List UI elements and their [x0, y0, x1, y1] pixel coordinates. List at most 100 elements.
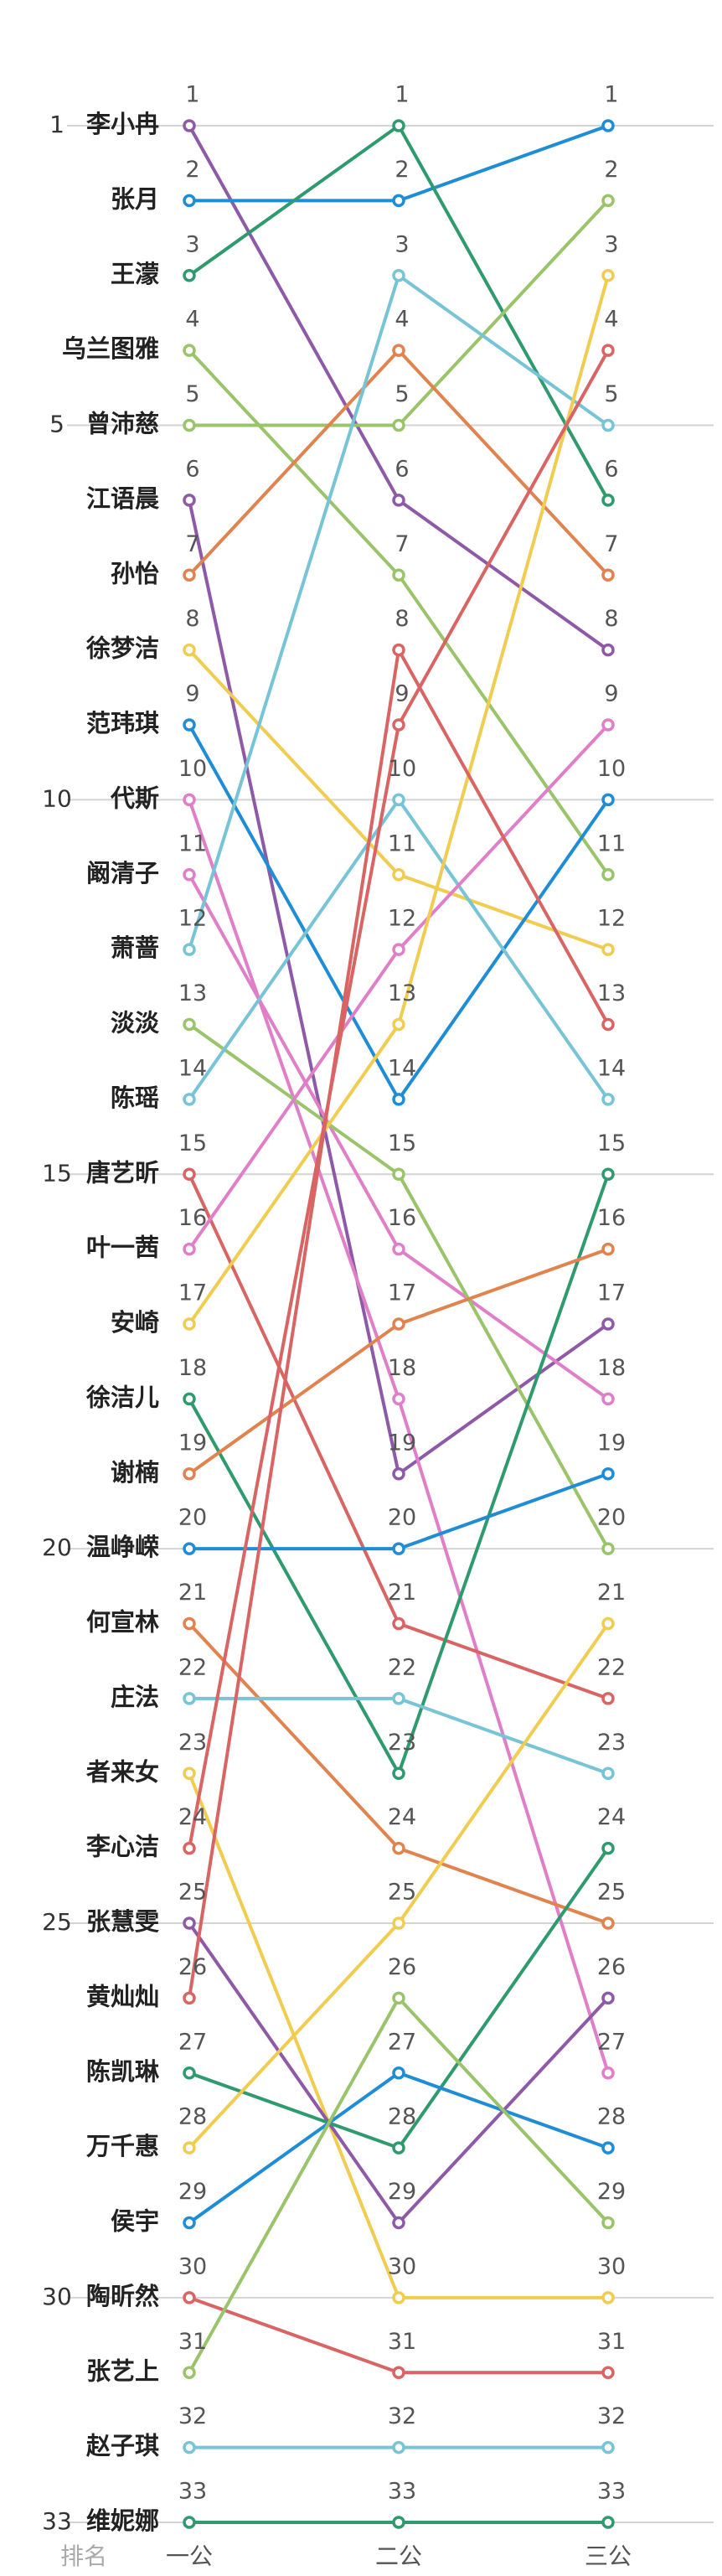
point: [183, 643, 196, 657]
point: [601, 568, 615, 582]
series-name: 者来女: [86, 1757, 159, 1786]
point: [183, 1317, 196, 1331]
rank-label: 5: [604, 381, 618, 407]
series-name: 安崎: [111, 1308, 159, 1337]
point: [392, 718, 405, 732]
rank-label: 14: [178, 1055, 207, 1081]
point: [392, 2366, 405, 2379]
y-tick-label: 33: [42, 2507, 72, 2535]
rank-label: 26: [597, 1954, 626, 1980]
rank-label: 6: [604, 456, 618, 482]
point: [183, 194, 196, 208]
point: [601, 1467, 615, 1481]
point: [392, 1167, 405, 1181]
rank-label: 4: [604, 307, 618, 333]
series-name: 叶一茜: [86, 1234, 159, 1262]
point: [183, 2216, 196, 2230]
rank-label: 29: [388, 2179, 416, 2205]
rank-label: 31: [178, 2329, 207, 2355]
point: [392, 643, 405, 657]
point: [601, 1017, 615, 1032]
rank-label: 30: [388, 2253, 416, 2279]
point: [183, 1766, 196, 1780]
rank-label: 32: [178, 2403, 207, 2429]
y-tick-label: 20: [42, 1534, 72, 1561]
rank-label: 8: [604, 606, 618, 632]
series-name: 赵子琪: [85, 2432, 159, 2460]
rank-label: 24: [597, 1804, 626, 1830]
rank-label: 33: [178, 2479, 207, 2505]
point: [183, 1167, 196, 1181]
point: [183, 269, 196, 282]
point: [392, 1916, 405, 1930]
point: [392, 1692, 405, 1705]
point: [183, 1392, 196, 1406]
rank-label: 8: [395, 606, 409, 632]
rank-label: 21: [388, 1580, 416, 1606]
rank-label: 18: [388, 1355, 416, 1381]
point: [392, 1093, 405, 1106]
rank-label: 10: [178, 756, 207, 782]
rank-label: 10: [388, 756, 416, 782]
rank-label: 27: [178, 2029, 207, 2055]
point: [183, 1616, 196, 1631]
point: [601, 868, 615, 882]
point: [183, 1017, 196, 1032]
point: [601, 1616, 615, 1631]
point: [601, 1093, 615, 1106]
series-name: 何宣林: [86, 1608, 159, 1637]
point: [601, 943, 615, 956]
rank-label: 7: [185, 531, 199, 557]
series-name: 陶昕然: [86, 2282, 159, 2310]
rank-label: 21: [178, 1580, 207, 1606]
rank-label: 24: [388, 1804, 416, 1830]
point: [601, 2366, 615, 2379]
rank-label: 12: [388, 906, 416, 932]
rank-label: 16: [178, 1205, 207, 1231]
rank-label: 17: [178, 1280, 207, 1306]
rank-label: 13: [388, 980, 416, 1006]
point: [601, 1841, 615, 1855]
series-name: 维妮娜: [86, 2506, 159, 2535]
rank-label: 15: [597, 1130, 626, 1156]
series-name: 张艺上: [86, 2356, 159, 2385]
rank-label: 27: [597, 2029, 626, 2055]
series-name: 黄灿灿: [86, 1982, 159, 2010]
rank-label: 19: [388, 1430, 416, 1456]
rank-label: 20: [597, 1505, 626, 1531]
rank-label: 20: [388, 1505, 416, 1531]
series-name: 庄法: [111, 1683, 159, 1711]
series-name: 曾沛慈: [86, 410, 159, 438]
point: [392, 2516, 405, 2529]
series-name: 王濛: [111, 260, 159, 288]
point: [392, 194, 405, 208]
point: [183, 1093, 196, 1106]
point: [183, 943, 196, 956]
rank-label: 13: [597, 980, 626, 1006]
point: [183, 2066, 196, 2080]
series-name: 唐艺昕: [86, 1158, 159, 1187]
point: [183, 1841, 196, 1855]
series-name: 侯宇: [111, 2207, 159, 2236]
rank-label: 26: [388, 1954, 416, 1980]
rank-label: 15: [178, 1130, 207, 1156]
point: [392, 2291, 405, 2304]
point: [601, 1542, 615, 1555]
rank-label: 14: [388, 1055, 416, 1081]
point: [392, 1467, 405, 1481]
point: [392, 269, 405, 282]
series-name: 陈瑶: [111, 1084, 159, 1112]
rank-label: 23: [597, 1730, 626, 1756]
point: [601, 643, 615, 657]
y-tick-label: 1: [49, 111, 64, 138]
point: [183, 1692, 196, 1705]
rank-label: 2: [395, 157, 409, 183]
rank-label: 11: [178, 830, 207, 856]
point: [392, 1242, 405, 1256]
rank-label: 28: [178, 2104, 207, 2130]
point: [183, 418, 196, 432]
rank-label: 2: [604, 157, 618, 183]
points: [183, 119, 615, 2529]
rank-label: 12: [597, 906, 626, 932]
